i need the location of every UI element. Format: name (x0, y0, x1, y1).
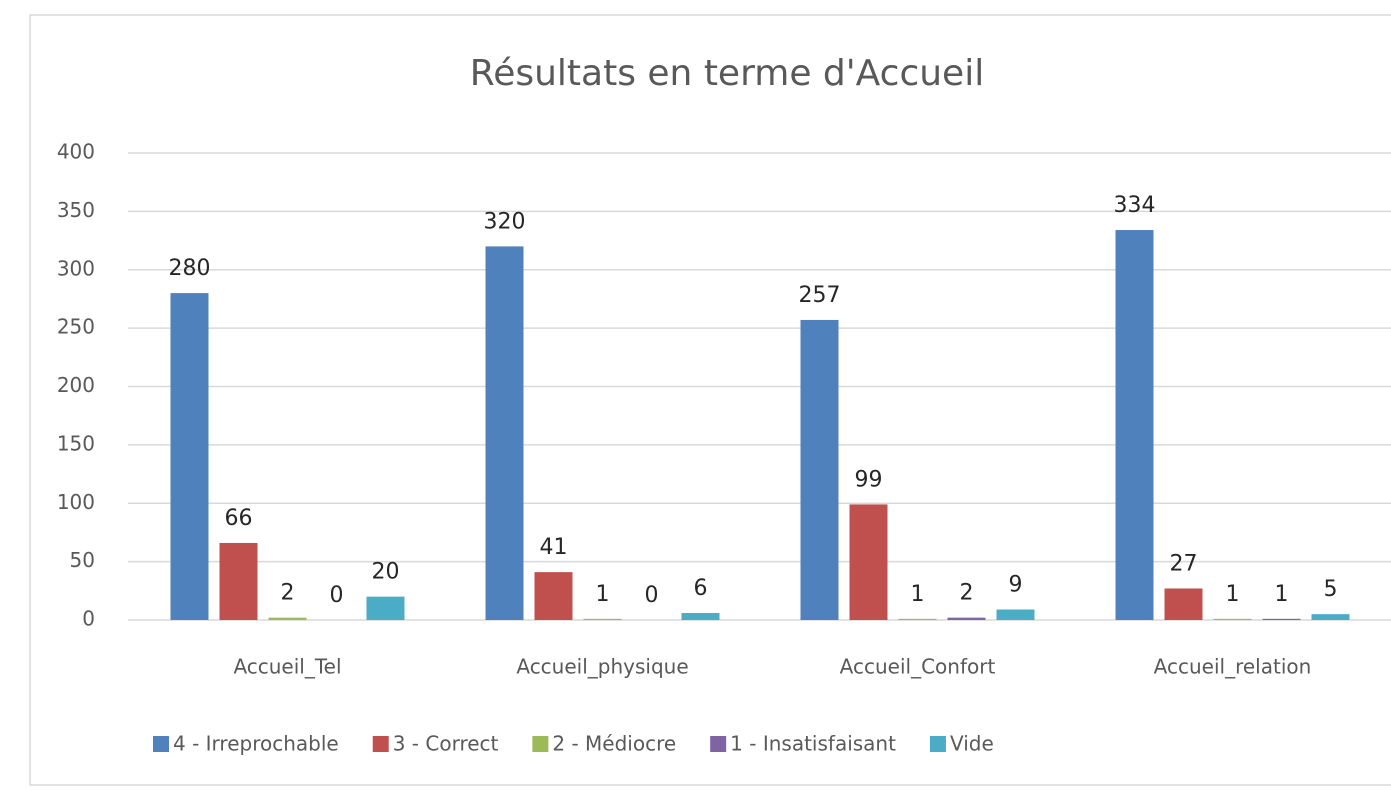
bar (170, 293, 209, 620)
bar (268, 617, 307, 620)
legend-label: 4 - Irreprochable (173, 732, 339, 756)
bar (1115, 230, 1154, 620)
y-tick-label: 200 (57, 373, 95, 397)
x-tick-label: Accueil_relation (1154, 655, 1312, 679)
data-label: 320 (484, 209, 526, 234)
bar (681, 612, 720, 620)
legend-label: 1 - Insatisfaisant (730, 732, 896, 756)
data-label: 41 (540, 535, 568, 560)
data-label: 0 (330, 583, 344, 608)
x-tick-label: Accueil_Confort (840, 655, 996, 679)
bar (947, 617, 986, 620)
chart-border (29, 14, 1391, 786)
legend-label: 2 - Médiocre (552, 732, 676, 756)
y-tick-label: 0 (82, 607, 95, 631)
bar (898, 618, 937, 620)
data-label: 257 (799, 283, 841, 308)
x-tick-label: Accueil_physique (516, 655, 688, 679)
data-label: 1 (911, 582, 925, 607)
y-tick-label: 400 (57, 140, 95, 164)
bar (996, 609, 1035, 620)
bar (485, 246, 524, 620)
bar (1262, 618, 1301, 620)
y-tick-label: 150 (57, 431, 95, 455)
chart-title: Résultats en terme d'Accueil (470, 53, 984, 94)
bar (800, 319, 839, 620)
legend-swatch (153, 736, 169, 752)
legend-label: 3 - Correct (393, 732, 499, 756)
data-label: 2 (960, 581, 974, 606)
legend-swatch (532, 736, 549, 752)
data-label: 1 (1275, 582, 1289, 607)
bar (534, 572, 573, 620)
bar (849, 504, 888, 620)
bar (1311, 614, 1350, 620)
legend-swatch (372, 736, 389, 752)
data-label: 66 (225, 506, 253, 531)
y-tick-label: 250 (57, 315, 95, 339)
data-label: 2 (281, 581, 295, 606)
legend-swatch (929, 736, 946, 752)
data-label: 9 (1009, 572, 1023, 597)
y-tick-label: 100 (57, 490, 95, 514)
data-label: 0 (645, 583, 659, 608)
data-label: 27 (1170, 551, 1198, 576)
data-label: 1 (596, 582, 610, 607)
data-label: 5 (1324, 577, 1338, 602)
data-label: 334 (1114, 193, 1156, 218)
y-tick-label: 300 (57, 256, 95, 280)
y-tick-label: 50 (70, 548, 95, 572)
y-tick-label: 350 (57, 198, 95, 222)
data-label: 1 (1226, 582, 1240, 607)
legend-swatch (710, 736, 727, 752)
legend-label: Vide (950, 732, 994, 756)
bar (1213, 618, 1252, 620)
data-label: 20 (372, 560, 400, 585)
data-label: 6 (694, 576, 708, 601)
bar (219, 542, 258, 620)
bar (366, 596, 405, 620)
bar (583, 618, 622, 620)
data-label: 99 (855, 467, 883, 492)
data-label: 280 (169, 256, 211, 281)
x-tick-label: Accueil_Tel (233, 655, 341, 679)
bar (1164, 588, 1203, 620)
